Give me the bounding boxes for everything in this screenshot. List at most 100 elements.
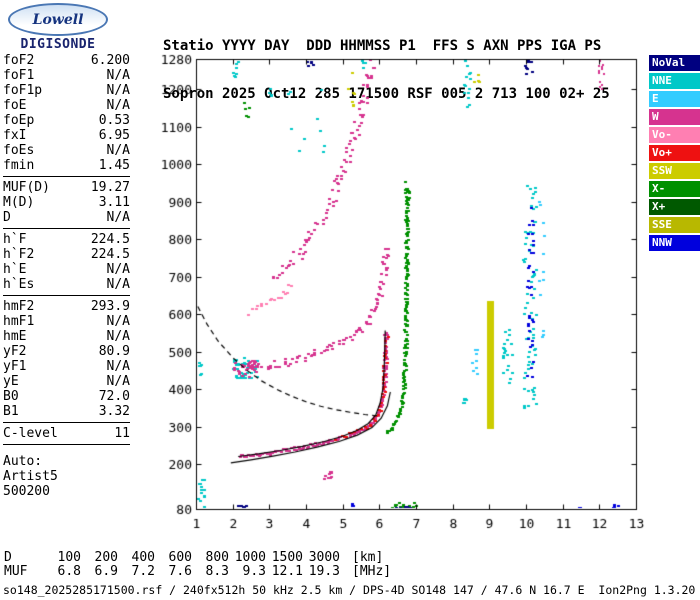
ionogram-plot — [158, 47, 658, 547]
param-value: 11 — [114, 426, 130, 441]
legend-item-W: W — [649, 109, 700, 125]
param-label: fxI — [3, 128, 27, 143]
autoscaling-info: Auto: Artist5 500200 — [3, 454, 130, 499]
param-row-B0: B0 72.0 — [3, 389, 130, 404]
param-row-h`F: h`F 224.5 — [3, 232, 130, 247]
autoscaling-line: 500200 — [3, 484, 50, 499]
ruler-value: 3000 — [308, 550, 340, 565]
legend-item-X+: X+ — [649, 199, 700, 215]
param-row-fxI: fxI 6.95 — [3, 128, 130, 143]
ruler-label: MUF — [4, 564, 28, 579]
param-value: 3.11 — [98, 195, 130, 210]
param-value: 0.53 — [98, 113, 130, 128]
autoscaling-line: Artist5 — [3, 469, 58, 484]
param-label: foF1 — [3, 68, 35, 83]
digisonde-logo: Lowell DIGISONDE — [6, 3, 110, 52]
param-label: foF2 — [3, 53, 35, 68]
param-label: yE — [3, 374, 19, 389]
param-label: yF1 — [3, 359, 27, 374]
param-label: h`Es — [3, 277, 35, 292]
param-value: 293.9 — [90, 299, 130, 314]
legend-item-SSE: SSE — [649, 217, 700, 233]
param-row-B1: B1 3.32 — [3, 404, 130, 419]
param-row-hmE: hmE N/A — [3, 329, 130, 344]
param-label: foF1p — [3, 83, 43, 98]
param-separator — [3, 444, 130, 445]
param-value: N/A — [106, 143, 130, 158]
param-label: h`F2 — [3, 247, 35, 262]
param-row-foF2: foF2 6.200 — [3, 53, 130, 68]
param-label: M(D) — [3, 195, 35, 210]
legend-item-NNW: NNW — [649, 235, 700, 251]
param-label: hmF1 — [3, 314, 35, 329]
param-label: yF2 — [3, 344, 27, 359]
param-row-foEp: foEp 0.53 — [3, 113, 130, 128]
ruler-value: 1000 — [234, 550, 266, 565]
param-value: N/A — [106, 68, 130, 83]
param-row-h`Es: h`Es N/A — [3, 277, 130, 292]
param-row-hmF2: hmF2 293.9 — [3, 299, 130, 314]
ruler-value: 8.3 — [205, 564, 229, 579]
doppler-legend: NoVal NNE E W Vo- Vo+ SSW X- X+ SSE NNW — [649, 55, 700, 253]
ruler-value: 7.2 — [131, 564, 155, 579]
ruler-value: 7.6 — [168, 564, 192, 579]
param-label: hmE — [3, 329, 27, 344]
param-row-hmF1: hmF1 N/A — [3, 314, 130, 329]
param-label: B1 — [3, 404, 19, 419]
parameter-panel: foF2 6.200 foF1 N/A foF1p N/A foE N/A foEp 0.53 fx… — [3, 53, 130, 499]
param-separator — [3, 176, 130, 177]
param-separator — [3, 228, 130, 229]
param-label: C-level — [3, 426, 58, 441]
ruler-value: 400 — [131, 550, 155, 565]
param-value: 80.9 — [98, 344, 130, 359]
param-value: 1.45 — [98, 158, 130, 173]
param-value: 72.0 — [98, 389, 130, 404]
param-value: N/A — [106, 210, 130, 225]
param-value: N/A — [106, 329, 130, 344]
param-row-h`E: h`E N/A — [3, 262, 130, 277]
param-separator — [3, 422, 130, 423]
param-value: 19.27 — [90, 180, 130, 195]
param-label: foEp — [3, 113, 35, 128]
param-row-C-level: C-level 11 — [3, 426, 130, 441]
legend-item-X-: X- — [649, 181, 700, 197]
param-row-yE: yE N/A — [3, 374, 130, 389]
ruler-value: 1500 — [271, 550, 303, 565]
ruler-value: 6.9 — [94, 564, 118, 579]
param-value: N/A — [106, 314, 130, 329]
ruler-row-distance: D 100 200 400 600 800 1000 1500 3000 [km] — [4, 551, 383, 565]
legend-item-E: E — [649, 91, 700, 107]
param-label: fmin — [3, 158, 35, 173]
param-row-fmin: fmin 1.45 — [3, 158, 130, 173]
param-value: N/A — [106, 277, 130, 292]
param-value: 6.95 — [98, 128, 130, 143]
param-label: hmF2 — [3, 299, 35, 314]
param-label: foEs — [3, 143, 35, 158]
param-value: N/A — [106, 98, 130, 113]
param-row-h`F2: h`F2 224.5 — [3, 247, 130, 262]
param-row-foEs: foEs N/A — [3, 143, 130, 158]
param-label: h`F — [3, 232, 27, 247]
legend-item-SSW: SSW — [649, 163, 700, 179]
ruler-value: 100 — [57, 550, 81, 565]
ruler-value: 19.3 — [308, 564, 340, 579]
param-value: N/A — [106, 359, 130, 374]
ruler-value: 12.1 — [271, 564, 303, 579]
param-row-foE: foE N/A — [3, 98, 130, 113]
ruler-label: D — [4, 550, 12, 565]
ruler-value: 200 — [94, 550, 118, 565]
param-value: N/A — [106, 83, 130, 98]
param-label: MUF(D) — [3, 180, 50, 195]
param-value: 224.5 — [90, 232, 130, 247]
param-value: N/A — [106, 374, 130, 389]
param-row-foF1p: foF1p N/A — [3, 83, 130, 98]
logo-digisonde-text: DIGISONDE — [20, 37, 96, 52]
ruler-value: 800 — [205, 550, 229, 565]
status-bar: so148_2025285171500.rsf / 240fx512h 50 k… — [3, 583, 696, 597]
lowell-logo-oval: Lowell — [8, 3, 108, 36]
legend-item-NNE: NNE — [649, 73, 700, 89]
legend-item-Vo+: Vo+ — [649, 145, 700, 161]
ruler-row-muf: MUF 6.8 6.9 7.2 7.6 8.3 9.3 12.1 19.3 [MHz] — [4, 565, 391, 579]
param-label: D — [3, 210, 11, 225]
